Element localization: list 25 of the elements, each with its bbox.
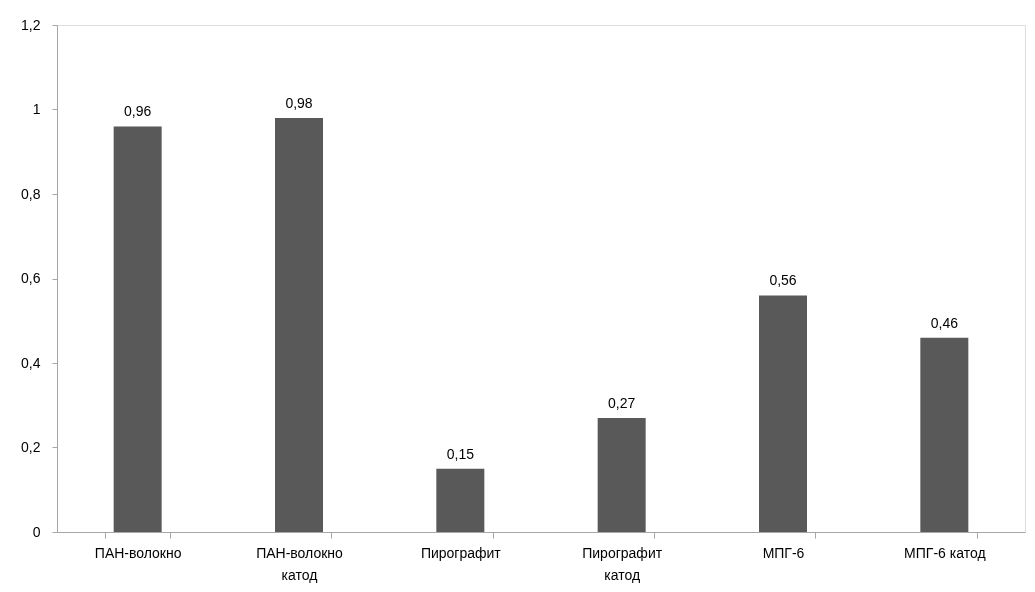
x-tick-label: МПГ-6 катод	[904, 544, 986, 561]
x-tick-label: Пирографит	[420, 544, 502, 561]
y-tick-label: 0,6	[21, 270, 41, 286]
y-tick-label: 0	[32, 523, 41, 540]
y-tick-label: 0,2	[21, 439, 41, 455]
data-label: 0,46	[930, 314, 959, 331]
y-tick-label: 1	[32, 101, 41, 117]
bar	[759, 295, 807, 532]
data-label: 0,27	[608, 394, 636, 411]
data-label: 0,96	[124, 103, 152, 120]
bar	[597, 417, 646, 532]
x-tick-label: ПАН-волокно	[94, 544, 182, 561]
y-tick-label: 0,4	[21, 354, 41, 371]
bar	[113, 126, 162, 532]
x-tick-label: МПГ-6	[762, 544, 805, 561]
bar	[920, 337, 969, 532]
y-tick-label: 1,2	[21, 16, 41, 33]
x-tick-label: ПАН-волокно катод	[256, 544, 344, 583]
bar	[275, 117, 323, 532]
data-label: 0,98	[285, 94, 313, 111]
data-label: 0,15	[446, 445, 475, 462]
bar	[436, 468, 485, 532]
data-label: 0,56	[769, 272, 797, 289]
y-tick-label: 0,8	[21, 185, 41, 202]
x-tick-label: Пирографит катод	[582, 544, 663, 583]
